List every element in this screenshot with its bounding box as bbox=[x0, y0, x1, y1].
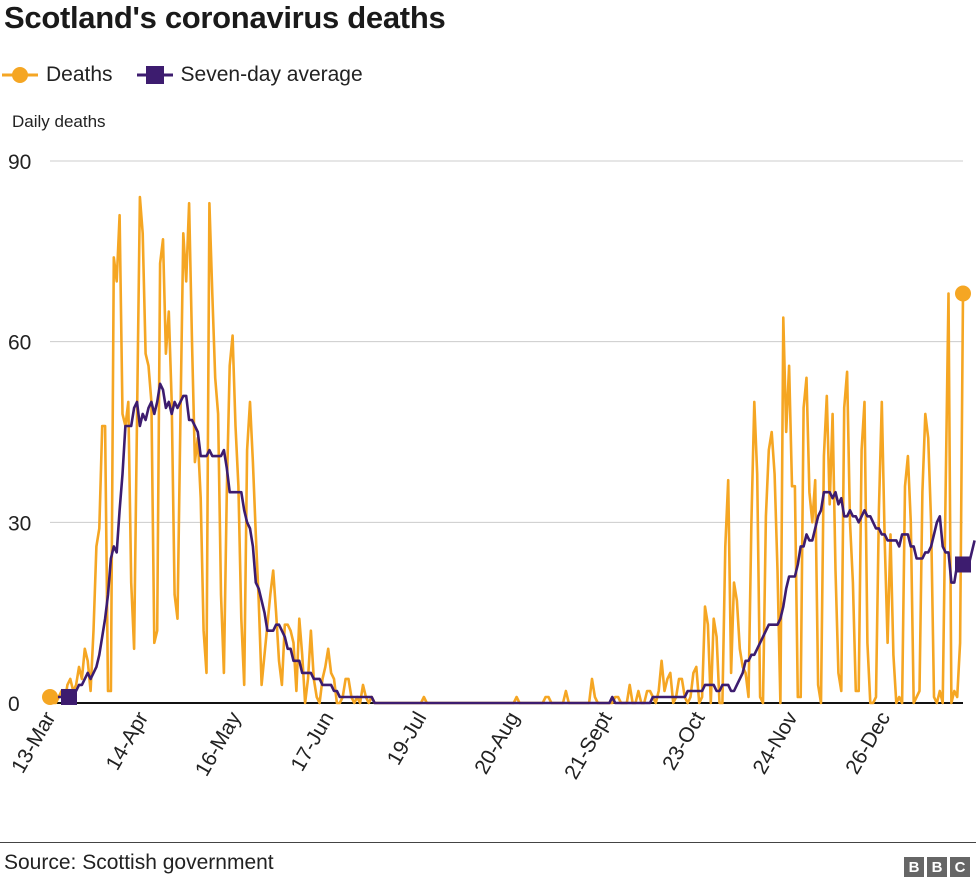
x-tick-label: 24-Nov bbox=[749, 708, 803, 779]
legend-average-label: Seven-day average bbox=[180, 63, 363, 86]
legend-average-marker-icon bbox=[136, 66, 173, 84]
chart-plot: 0 30 60 90 13-Mar 14-Apr 16-May 17-Jun 19-Jul 20… bbox=[7, 151, 976, 784]
legend-item-seven-day-average: Seven-day average bbox=[135, 61, 363, 89]
x-tick-label: 26-Dec bbox=[841, 708, 895, 778]
legend: Deaths Seven-day average bbox=[0, 60, 385, 90]
x-tick-label: 21-Sept bbox=[560, 708, 617, 783]
chart-title: Scotland's coronavirus deaths bbox=[4, 0, 446, 35]
y-axis-label: Daily deaths bbox=[12, 112, 106, 131]
legend-deaths-marker-icon bbox=[2, 67, 38, 83]
deaths-start-marker bbox=[42, 688, 58, 705]
x-tick-label: 19-Jul bbox=[383, 708, 432, 769]
bbc-logo-letter: C bbox=[950, 857, 970, 877]
x-tick-label: 23-Oct bbox=[658, 708, 710, 774]
average-start-marker bbox=[61, 688, 77, 705]
series-markers bbox=[42, 285, 971, 705]
bbc-logo-letter: B bbox=[927, 857, 947, 877]
legend-deaths-label: Deaths bbox=[46, 63, 113, 86]
x-tick-label: 20-Aug bbox=[470, 708, 524, 778]
y-tick-label: 0 bbox=[8, 693, 20, 716]
source-note: Source: Scottish government bbox=[4, 851, 274, 874]
x-tick-label: 16-May bbox=[191, 708, 246, 781]
x-tick-label: 17-Jun bbox=[287, 708, 339, 775]
average-end-marker bbox=[955, 556, 971, 573]
footer-divider bbox=[0, 842, 976, 843]
x-tick-label: 13-Mar bbox=[7, 708, 60, 777]
x-tick-label: 14-Apr bbox=[102, 708, 153, 774]
deaths-end-marker bbox=[955, 285, 971, 302]
y-tick-label: 90 bbox=[8, 151, 31, 174]
seven-day-average-line bbox=[50, 382, 976, 705]
x-tick-labels: 13-Mar 14-Apr 16-May 17-Jun 19-Jul 20-Aug 21-S… bbox=[7, 708, 895, 784]
legend-item-deaths: Deaths bbox=[0, 61, 113, 89]
y-tick-label: 60 bbox=[8, 332, 31, 355]
bbc-logo: B B C bbox=[904, 857, 970, 877]
y-tick-label: 30 bbox=[8, 512, 31, 535]
deaths-line bbox=[48, 195, 965, 705]
series-lines bbox=[48, 195, 976, 705]
bbc-logo-letter: B bbox=[904, 857, 924, 877]
y-tick-labels: 0 30 60 90 bbox=[8, 151, 31, 716]
